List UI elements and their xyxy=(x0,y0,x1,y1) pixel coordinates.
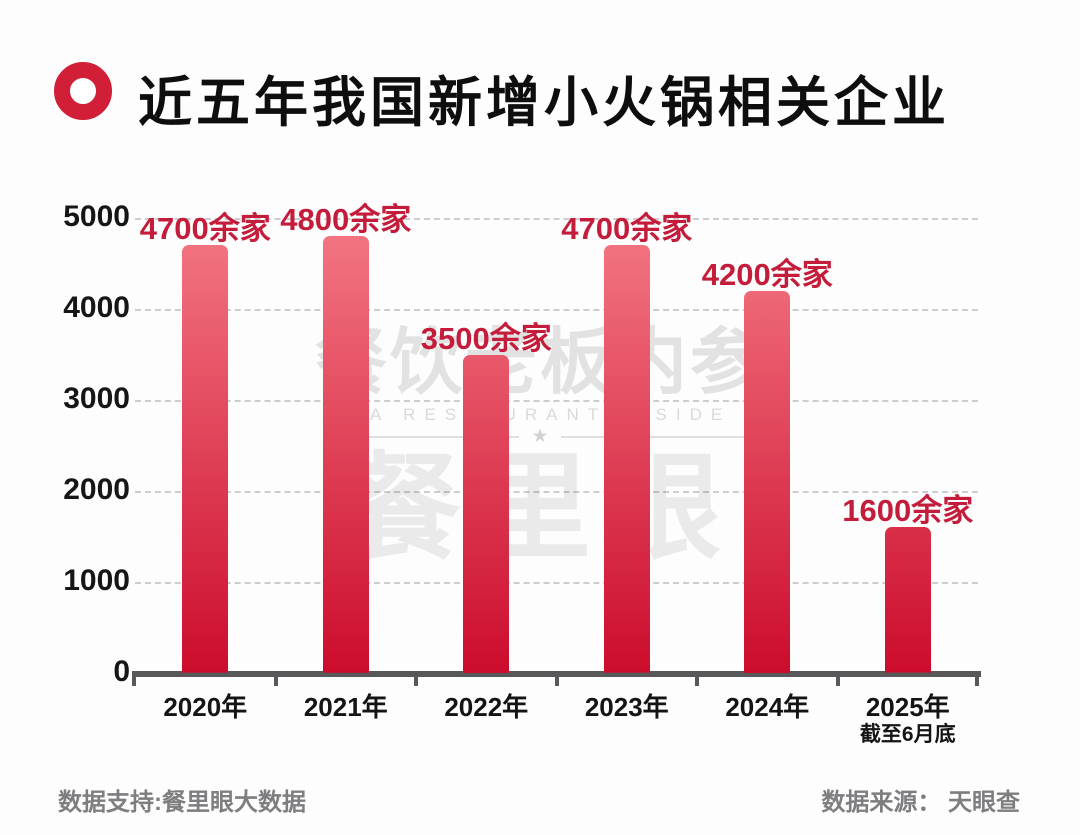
y-tick-label-1000: 1000 xyxy=(63,564,130,597)
bar-2025年 xyxy=(884,527,931,673)
x-tick-label-2021年: 2021年 xyxy=(303,692,388,722)
gridline-1000 xyxy=(135,582,978,584)
footer-data-source: 数据来源： 天眼查 xyxy=(821,789,1020,816)
gridline-4000 xyxy=(135,309,978,311)
x-axis-tick-2 xyxy=(414,671,418,686)
y-tick-label-5000: 5000 xyxy=(63,200,130,233)
x-tick-label-2020年: 2020年 xyxy=(163,692,248,722)
x-tick-label-2023年: 2023年 xyxy=(584,692,669,722)
x-tick-label-2025年: 2025年 截至6月底 xyxy=(818,692,998,748)
x-axis-tick-4 xyxy=(695,671,699,686)
page-title: 近五年我国新增小火锅相关企业 xyxy=(138,73,950,133)
x-tick-label-2022年: 2022年 xyxy=(444,692,529,722)
footer-data-support: 数据支持:餐里眼大数据 xyxy=(58,789,306,816)
red-ring-icon xyxy=(54,62,112,120)
bar-value-label-2024年: 4200余家 xyxy=(701,256,833,292)
x-axis-tick-3 xyxy=(554,671,559,686)
y-tick-label-4000: 4000 xyxy=(63,291,130,324)
y-tick-label-3000: 3000 xyxy=(63,382,130,415)
bar-2020年 xyxy=(182,245,229,673)
bar-value-label-2021年: 4800余家 xyxy=(280,202,412,238)
x-tick-sublabel: 截至6月底 xyxy=(859,723,956,746)
x-axis-tick-0 xyxy=(132,671,136,686)
x-tick-label-2024年: 2024年 xyxy=(725,692,810,722)
bar-value-label-2025年: 1600余家 xyxy=(842,493,974,529)
header: 近五年我国新增小火锅相关企业 xyxy=(0,0,1080,160)
x-axis-tick-6 xyxy=(975,671,979,686)
bar-value-label-2023年: 4700余家 xyxy=(561,211,693,247)
x-axis-tick-5 xyxy=(835,671,840,686)
bar-value-label-2022年: 3500余家 xyxy=(420,320,552,356)
bar-2024年 xyxy=(744,290,791,673)
y-tick-label-2000: 2000 xyxy=(63,473,130,506)
gridline-5000 xyxy=(135,218,978,220)
y-tick-label-0: 0 xyxy=(113,655,130,688)
gridline-2000 xyxy=(135,491,978,493)
bar-chart-plot-area xyxy=(135,218,978,673)
bar-2021年 xyxy=(322,236,369,673)
bar-2022年 xyxy=(463,354,510,673)
bar-2023年 xyxy=(603,245,650,673)
bar-value-label-2020年: 4700余家 xyxy=(139,211,271,247)
gridline-3000 xyxy=(135,400,978,402)
x-axis-tick-1 xyxy=(273,671,278,686)
